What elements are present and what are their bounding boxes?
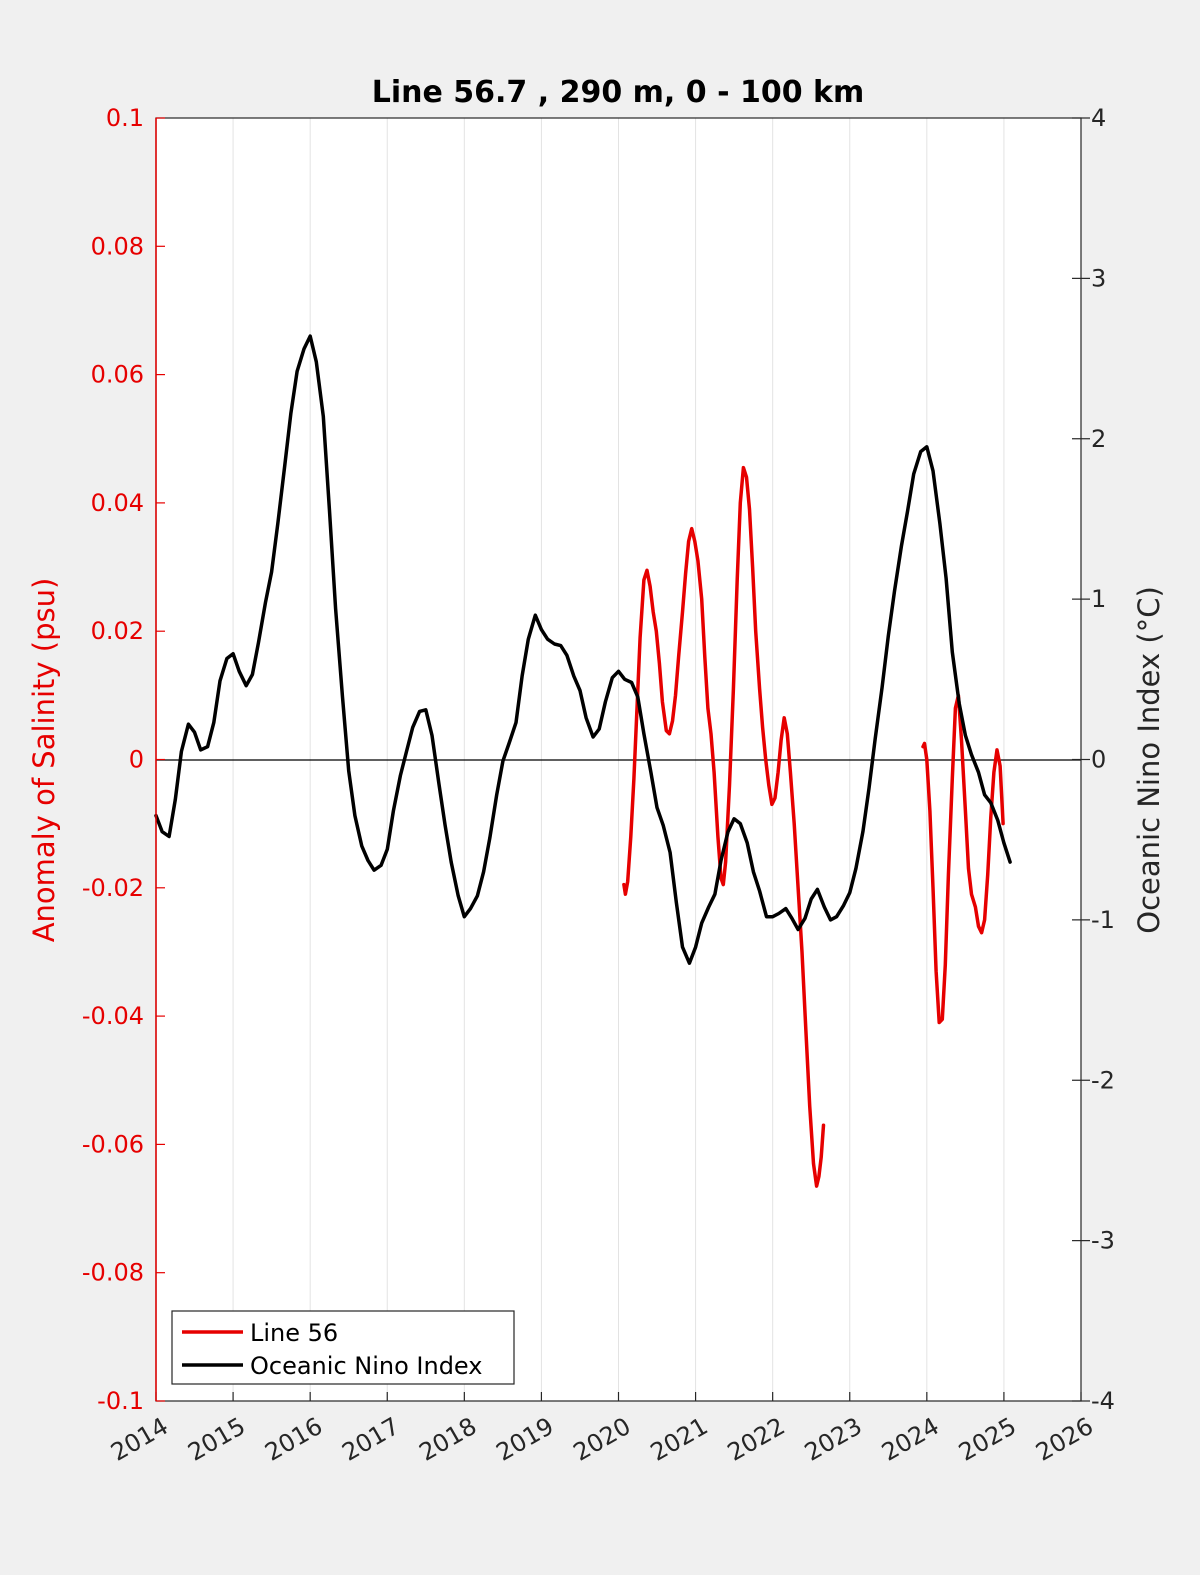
y-left-tick-label: -0.02 [82,874,144,902]
x-tick-label: 2026 [1031,1412,1098,1467]
x-tick-label: 2014 [106,1412,173,1467]
series-layer [154,334,1012,1188]
x-tick-label: 2017 [337,1412,404,1467]
x-tick-label: 2021 [646,1412,713,1467]
x-tick-label: 2018 [414,1412,481,1467]
x-tick-label: 2016 [260,1412,327,1467]
x-tick-label: 2024 [877,1412,944,1467]
legend-label-line-56: Line 56 [250,1319,338,1347]
y-left-tick-label: 0 [129,746,144,774]
y-right-tick-label: -4 [1091,1387,1115,1415]
y-left-tick-label: 0.1 [106,104,144,132]
y-right-tick-label: 1 [1091,585,1106,613]
y-left-tick-label: 0.04 [91,489,144,517]
y-axis-right-label: Oceanic Nino Index (°C) [1132,586,1166,934]
legend: Line 56 Oceanic Nino Index [171,1310,515,1385]
y-right-tick-label: 4 [1091,104,1106,132]
y-left-tick-label: -0.04 [82,1002,144,1030]
y-axis-left-label: Anomaly of Salinity (psu) [27,578,61,943]
y-right-tick-label: 2 [1091,425,1106,453]
y-left-tick-label: -0.06 [82,1130,144,1158]
x-tick-label: 2020 [569,1412,636,1467]
y-right-tick-label: 0 [1091,746,1106,774]
series-line-oceanic-nino-index [154,334,1012,965]
legend-box [171,1310,515,1385]
series-line-line-56-segment-1 [622,465,826,1188]
x-tick-label: 2023 [800,1412,867,1467]
x-tick-label: 2025 [954,1412,1021,1467]
y-right-tick-label: -1 [1091,906,1115,934]
chart-title: Line 56.7 , 290 m, 0 - 100 km [372,75,865,110]
x-tick-label: 2019 [492,1412,559,1467]
y-right-tick-label: -3 [1091,1227,1115,1255]
x-tick-label: 2022 [723,1412,790,1467]
y-left-tick-label: -0.1 [97,1387,144,1415]
x-tick-label: 2015 [183,1412,250,1467]
legend-label-oceanic-nino-index: Oceanic Nino Index [250,1352,482,1380]
y-left-tick-label: 0.08 [91,232,144,260]
y-right-tick-label: -2 [1091,1066,1115,1094]
y-right-tick-label: 3 [1091,264,1106,292]
series-line-line-56-segment-2 [921,693,1005,1025]
y-left-tick-label: 0.06 [91,361,144,389]
y-left-tick-label: -0.08 [82,1259,144,1287]
y-left-tick-label: 0.02 [91,617,144,645]
